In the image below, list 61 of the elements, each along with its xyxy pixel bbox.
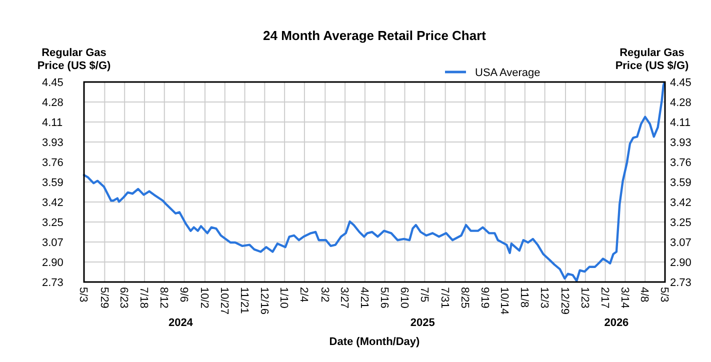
y2-axis-title: Regular Gas Price (US $/G) — [615, 47, 690, 72]
y-tick-label: 3.59 — [42, 176, 64, 189]
y2-tick-label: 2.90 — [670, 256, 692, 269]
y-tick-label: 3.93 — [42, 136, 64, 149]
x-tick-label: 3/14 — [618, 287, 630, 308]
y2-tick-label: 3.07 — [670, 236, 692, 249]
x-tick-label: 2/4 — [298, 287, 310, 302]
y-axis-title: Regular Gas Price (US $/G) — [37, 47, 112, 72]
x-tick-label: 7/18 — [138, 287, 150, 308]
x-tick-label: 1/23 — [578, 287, 591, 308]
x-axis-title: Date (Month/Day) — [329, 336, 420, 348]
y-tick-label: 2.73 — [42, 276, 64, 289]
y2-tick-label: 4.45 — [670, 76, 692, 89]
x-tick-label: 3/2 — [318, 287, 330, 302]
x-tick-label: 6/10 — [398, 287, 410, 308]
x-tick-label: 12/3 — [538, 287, 550, 308]
x-tick-label: 8/25 — [458, 287, 470, 308]
y2-tick-label: 4.28 — [670, 96, 692, 109]
legend-label: USA Average — [475, 66, 540, 79]
x-tick-label: 5/16 — [378, 287, 390, 308]
x-tick-label: 10/2 — [198, 287, 210, 308]
y2-tick-label: 3.42 — [670, 196, 692, 209]
x-tick-label: 11/21 — [238, 287, 250, 314]
x-tick-label: 2/17 — [598, 287, 610, 308]
y-tick-label: 2.90 — [42, 256, 64, 269]
x-tick-label: 12/29 — [558, 287, 571, 315]
x-tick-label: 12/16 — [258, 287, 270, 315]
y-tick-label: 3.76 — [42, 156, 64, 169]
text: 2025 — [410, 317, 435, 329]
x-tick-label: 5/3 — [77, 287, 90, 302]
x-tick-label: 7/31 — [438, 287, 450, 308]
y-tick-label: 4.45 — [42, 76, 64, 89]
x-tick-label: 4/21 — [358, 287, 370, 308]
line-series — [82, 82, 666, 282]
x-tick-label: 1/10 — [278, 287, 290, 308]
y2-tick-label: 3.93 — [670, 136, 692, 149]
x-tick-label: 9/19 — [478, 287, 490, 308]
y2-tick-label: 2.73 — [670, 276, 692, 289]
x-tick-label: 3/27 — [338, 287, 350, 308]
x-tick-label: 4/8 — [638, 287, 650, 302]
y-tick-label: 3.07 — [42, 236, 64, 249]
x-tick-label: 6/23 — [118, 287, 130, 308]
x-tick-label: 7/5 — [418, 287, 430, 302]
chart-title: 24 Month Average Retail Price Chart — [263, 28, 487, 43]
x-tick-label: 8/12 — [158, 287, 170, 308]
x-tick-label: 11/8 — [518, 287, 530, 308]
text: 2026 — [604, 317, 629, 329]
x-tick-label: 10/14 — [498, 287, 510, 315]
text: 2024 — [168, 317, 194, 329]
y-tick-label: 3.42 — [42, 196, 64, 209]
x-tick-label: 5/3 — [658, 287, 670, 302]
y-tick-label: 4.11 — [42, 116, 63, 129]
y2-tick-label: 3.25 — [670, 216, 692, 229]
x-tick-label: 9/6 — [177, 287, 190, 302]
y2-tick-label: 3.76 — [670, 156, 692, 169]
y2-tick-label: 4.11 — [670, 116, 691, 129]
x-tick-label: 5/29 — [98, 287, 110, 308]
y-tick-label: 4.28 — [42, 96, 64, 109]
x-tick-label: 10/27 — [218, 287, 230, 315]
y2-tick-label: 3.59 — [670, 176, 692, 189]
y-tick-label: 3.25 — [42, 216, 64, 229]
